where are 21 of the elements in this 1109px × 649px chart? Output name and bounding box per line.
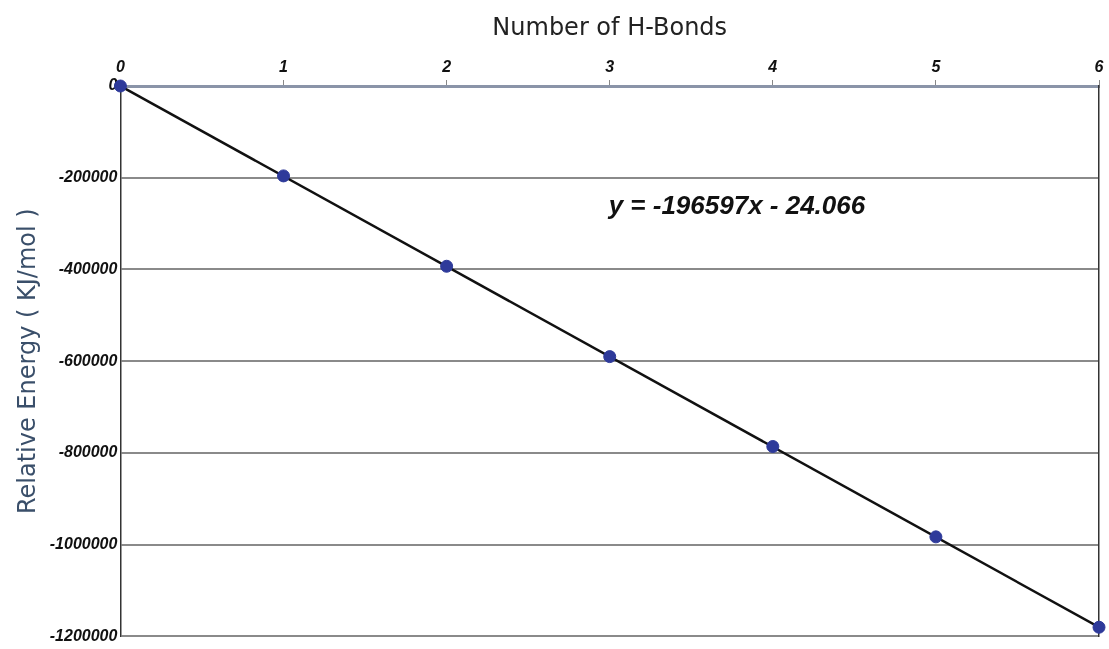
y-tick-label: -1200000 bbox=[49, 626, 118, 644]
point bbox=[766, 440, 780, 454]
point bbox=[929, 530, 943, 544]
point bbox=[277, 169, 291, 183]
x-tick-label: 6 bbox=[1094, 57, 1104, 75]
y-tick-label: -200000 bbox=[58, 168, 118, 186]
x-tick-label: 4 bbox=[767, 57, 778, 75]
y-axis-title: Relative Energy ( KJ/mol ) bbox=[12, 208, 41, 515]
x-tick-label: 5 bbox=[931, 57, 942, 75]
x-tick-label: 2 bbox=[441, 57, 452, 75]
x-tick-label: 3 bbox=[605, 57, 615, 75]
y-tick-label: -1000000 bbox=[49, 535, 118, 553]
y-tick-label: -800000 bbox=[58, 443, 118, 461]
point bbox=[1092, 620, 1106, 634]
annotation: y = -196597x - 24.066 bbox=[606, 190, 866, 221]
point bbox=[603, 350, 617, 364]
point bbox=[440, 259, 454, 273]
y-tick-label: -600000 bbox=[58, 351, 118, 369]
y-tick-label: -400000 bbox=[58, 259, 118, 277]
x-axis-title: Number of H-Bonds bbox=[492, 12, 728, 41]
x-tick-label: 1 bbox=[279, 57, 289, 75]
